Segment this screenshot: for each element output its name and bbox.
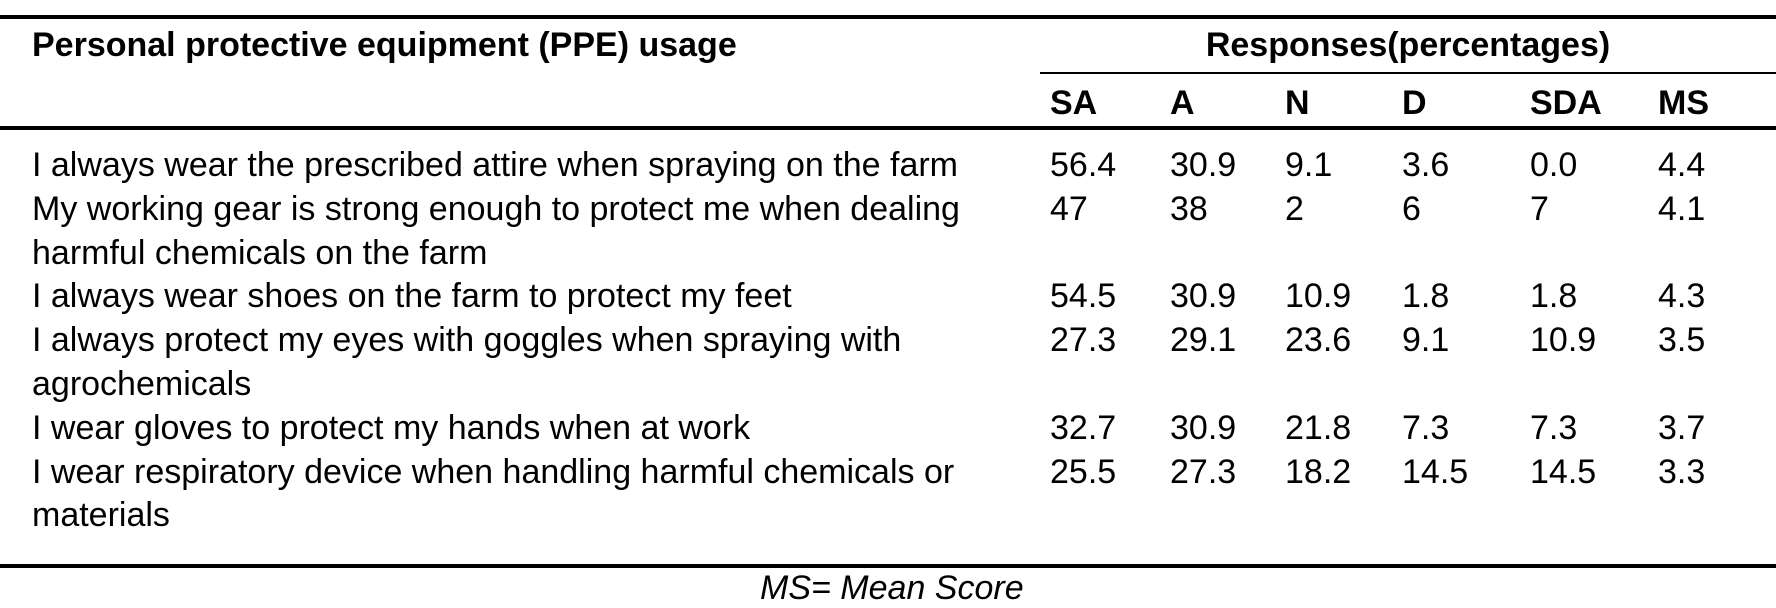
ppe-usage-table: Personal protective equipment (PPE) usag… bbox=[0, 18, 1776, 534]
blank-header bbox=[0, 78, 1040, 132]
cell-sda: 1.8 bbox=[1530, 277, 1578, 316]
cell-sda: 7.3 bbox=[1530, 408, 1578, 447]
header-rule bbox=[0, 126, 1776, 130]
cell-sda: 0.0 bbox=[1530, 146, 1578, 184]
cell-ms: 4.4 bbox=[1658, 146, 1706, 184]
cell-d: 9.1 bbox=[1402, 321, 1450, 360]
cell-ms: 4.1 bbox=[1658, 189, 1706, 228]
cell-sda: 14.5 bbox=[1530, 452, 1597, 491]
cell-ms: 3.5 bbox=[1658, 321, 1706, 360]
cell-a: 30.9 bbox=[1170, 277, 1237, 316]
group-underline bbox=[1040, 72, 1776, 74]
cell-a: 30.9 bbox=[1170, 408, 1237, 447]
table-row: I wear gloves to protect my hands when a… bbox=[0, 407, 1776, 451]
cell-d: 6 bbox=[1402, 189, 1421, 228]
cell-d: 1.8 bbox=[1402, 277, 1450, 316]
cell-ms: 3.7 bbox=[1658, 408, 1706, 447]
cell-n: 10.9 bbox=[1285, 277, 1352, 316]
column-header-sa: SA bbox=[1050, 84, 1098, 122]
cell-d: 3.6 bbox=[1402, 146, 1450, 184]
row-label: I always protect my eyes with goggles wh… bbox=[32, 321, 902, 403]
cell-sa: 25.5 bbox=[1050, 452, 1117, 491]
row-label: My working gear is strong enough to prot… bbox=[32, 189, 960, 272]
cell-sa: 56.4 bbox=[1050, 146, 1117, 184]
table-row: My working gear is strong enough to prot… bbox=[0, 188, 1776, 276]
cell-n: 9.1 bbox=[1285, 146, 1333, 184]
cell-d: 7.3 bbox=[1402, 408, 1450, 447]
cell-sa: 27.3 bbox=[1050, 321, 1117, 360]
table-row: I wear respiratory device when handling … bbox=[0, 451, 1776, 539]
table-row: I always wear shoes on the farm to prote… bbox=[0, 275, 1776, 319]
cell-a: 27.3 bbox=[1170, 452, 1237, 491]
cell-ms: 4.3 bbox=[1658, 277, 1706, 316]
cell-a: 29.1 bbox=[1170, 321, 1237, 360]
cell-n: 18.2 bbox=[1285, 452, 1352, 491]
column-header-n: N bbox=[1285, 84, 1310, 122]
column-header-ms: MS bbox=[1658, 84, 1709, 122]
row-label: I always wear shoes on the farm to prote… bbox=[32, 277, 792, 316]
cell-n: 21.8 bbox=[1285, 408, 1352, 447]
column-header-a: A bbox=[1170, 84, 1195, 122]
cell-a: 38 bbox=[1170, 189, 1208, 228]
cell-sa: 54.5 bbox=[1050, 277, 1117, 316]
table-row: I always protect my eyes with goggles wh… bbox=[0, 319, 1776, 407]
table-row: I always wear the prescribed attire when… bbox=[0, 144, 1776, 188]
column-header-d: D bbox=[1402, 84, 1427, 122]
top-rule bbox=[0, 15, 1776, 19]
cell-d: 14.5 bbox=[1402, 452, 1469, 491]
cell-sda: 10.9 bbox=[1530, 321, 1597, 360]
row-header: Personal protective equipment (PPE) usag… bbox=[32, 26, 737, 64]
cell-a: 30.9 bbox=[1170, 146, 1237, 184]
cell-sa: 32.7 bbox=[1050, 408, 1117, 447]
cell-sda: 7 bbox=[1530, 189, 1549, 228]
cell-ms: 3.3 bbox=[1658, 452, 1706, 491]
group-header: Responses(percentages) bbox=[1205, 26, 1611, 64]
cell-n: 2 bbox=[1285, 189, 1304, 228]
cell-n: 23.6 bbox=[1285, 321, 1352, 360]
cell-sa: 47 bbox=[1050, 189, 1088, 228]
row-label: I wear respiratory device when handling … bbox=[32, 452, 955, 535]
row-label: I wear gloves to protect my hands when a… bbox=[32, 408, 751, 447]
column-header-sda: SDA bbox=[1530, 84, 1602, 122]
row-label: I always wear the prescribed attire when… bbox=[32, 146, 959, 184]
footnote: MS= Mean Score bbox=[760, 569, 1024, 607]
bottom-rule bbox=[0, 564, 1776, 568]
